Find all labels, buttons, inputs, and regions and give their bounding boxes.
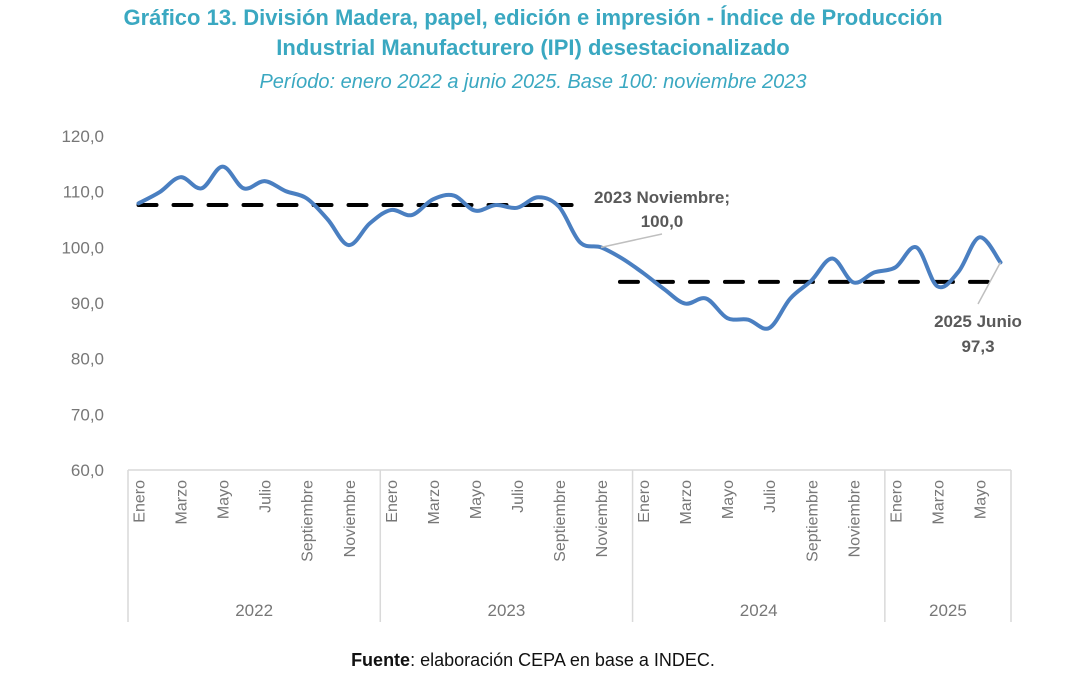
annotation-leader-line <box>977 262 1002 305</box>
year-label: 2025 <box>929 601 967 620</box>
y-tick-label: 100,0 <box>61 238 104 257</box>
annotation-label: 2023 Noviembre; <box>594 188 730 207</box>
source-note: Fuente: elaboración CEPA en base a INDEC… <box>0 650 1066 671</box>
series-line-ipi <box>136 164 1003 331</box>
source-text: : elaboración CEPA en base a INDEC. <box>410 650 715 670</box>
x-tick-label: Enero <box>888 480 905 523</box>
chart-title-line1: Gráfico 13. División Madera, papel, edic… <box>123 5 943 30</box>
x-tick-label: Septiembre <box>552 480 569 562</box>
y-tick-label: 90,0 <box>71 294 104 313</box>
x-tick-label: Mayo <box>972 480 989 519</box>
y-axis: 120,0 110,0 100,0 90,0 80,0 70,0 60,0 <box>61 127 104 480</box>
annotations: 2023 Noviembre; 100,0 2025 Junio 97,3 <box>594 188 1022 356</box>
year-label: 2024 <box>740 601 778 620</box>
x-tick-label: Noviembre <box>594 480 611 557</box>
chart-title-line2: Industrial Manufacturero (IPI) desestaci… <box>276 35 790 60</box>
year-label: 2022 <box>235 601 273 620</box>
y-tick-label: 80,0 <box>71 350 104 369</box>
x-tick-label: Noviembre <box>846 480 863 557</box>
x-tick-label: Septiembre <box>300 480 317 562</box>
y-tick-label: 70,0 <box>71 405 104 424</box>
x-tick-label: Noviembre <box>342 480 359 557</box>
x-tick-label: Julio <box>258 480 275 513</box>
annotation-value: 100,0 <box>641 212 684 231</box>
x-tick-label: Marzo <box>678 480 695 525</box>
x-tick-label: Enero <box>384 480 401 523</box>
x-tick-label: Mayo <box>720 480 737 519</box>
x-tick-label: Marzo <box>930 480 947 525</box>
source-label: Fuente <box>351 650 411 670</box>
x-tick-label: Marzo <box>174 480 191 525</box>
x-tick-label: Mayo <box>216 480 233 519</box>
x-tick-label: Marzo <box>426 480 443 525</box>
chart-subtitle: Período: enero 2022 a junio 2025. Base 1… <box>259 71 807 93</box>
x-tick-label: Mayo <box>468 480 485 519</box>
y-tick-label: 110,0 <box>63 183 104 202</box>
annotation-value: 97,3 <box>961 337 994 356</box>
x-tick-label: Julio <box>510 480 527 513</box>
annotation-leader-line <box>600 233 663 249</box>
x-tick-label: Septiembre <box>804 480 821 562</box>
x-tick-label: Enero <box>132 480 149 523</box>
y-tick-label: 60,0 <box>71 461 104 480</box>
annotation-label: 2025 Junio <box>934 312 1022 331</box>
x-tick-label: Enero <box>636 480 653 523</box>
x-axis: 2022 2023 2024 2025 Enero Marzo Mayo Julio Septi… <box>127 469 1012 622</box>
y-tick-label: 120,0 <box>61 127 104 146</box>
year-label: 2023 <box>488 601 526 620</box>
series-lines <box>136 164 1003 331</box>
x-tick-label: Julio <box>762 480 779 513</box>
